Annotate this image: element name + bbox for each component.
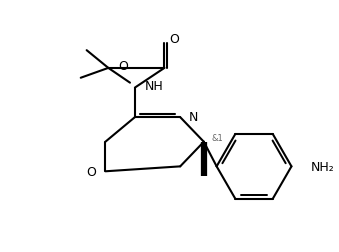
Text: O: O	[87, 165, 97, 178]
Text: O: O	[118, 60, 128, 73]
Text: NH₂: NH₂	[311, 160, 335, 173]
Text: &1: &1	[212, 134, 223, 143]
Text: N: N	[189, 110, 198, 123]
Text: NH: NH	[145, 80, 163, 93]
Text: O: O	[170, 33, 179, 46]
